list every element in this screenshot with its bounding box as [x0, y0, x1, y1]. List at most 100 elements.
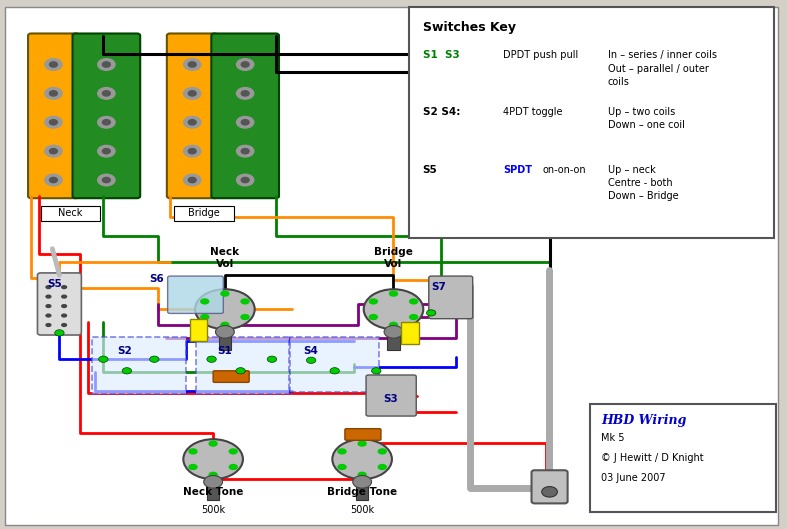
Circle shape	[237, 116, 253, 128]
Circle shape	[209, 441, 218, 447]
Text: S5: S5	[423, 165, 438, 175]
Text: S2 S4:: S2 S4:	[423, 107, 460, 116]
Circle shape	[409, 314, 419, 320]
FancyBboxPatch shape	[168, 276, 224, 314]
Circle shape	[46, 323, 52, 327]
Text: Bridge: Bridge	[188, 208, 220, 218]
Circle shape	[240, 298, 249, 305]
Circle shape	[237, 59, 253, 70]
Circle shape	[102, 177, 110, 183]
Circle shape	[220, 322, 230, 328]
FancyBboxPatch shape	[207, 479, 220, 500]
Text: Neck Tone: Neck Tone	[183, 487, 243, 497]
Circle shape	[45, 88, 62, 99]
Circle shape	[61, 285, 67, 289]
FancyBboxPatch shape	[41, 206, 100, 221]
Circle shape	[209, 472, 218, 478]
Circle shape	[384, 325, 403, 338]
Circle shape	[188, 149, 196, 154]
Circle shape	[122, 368, 131, 374]
Circle shape	[50, 62, 57, 67]
Circle shape	[50, 177, 57, 183]
Circle shape	[46, 285, 52, 289]
Circle shape	[242, 91, 249, 96]
Circle shape	[98, 174, 115, 186]
Circle shape	[61, 304, 67, 308]
Text: S1  S3: S1 S3	[423, 50, 460, 60]
Circle shape	[378, 448, 387, 454]
Circle shape	[46, 304, 52, 308]
Text: S7: S7	[431, 282, 446, 292]
Circle shape	[368, 298, 378, 305]
Circle shape	[378, 464, 387, 470]
FancyBboxPatch shape	[387, 329, 400, 350]
Circle shape	[237, 145, 253, 157]
Circle shape	[242, 149, 249, 154]
Text: S1: S1	[217, 346, 232, 357]
Circle shape	[357, 472, 367, 478]
Circle shape	[330, 368, 339, 374]
Circle shape	[236, 368, 246, 374]
FancyBboxPatch shape	[356, 479, 368, 500]
Text: 4PDT toggle: 4PDT toggle	[504, 107, 563, 116]
Circle shape	[46, 314, 52, 317]
Text: Switches Key: Switches Key	[423, 21, 515, 34]
FancyBboxPatch shape	[92, 337, 186, 395]
Circle shape	[98, 356, 108, 362]
Text: Neck: Neck	[58, 208, 83, 218]
FancyBboxPatch shape	[409, 7, 774, 238]
Text: SPDT: SPDT	[504, 165, 532, 175]
FancyBboxPatch shape	[72, 33, 140, 198]
Circle shape	[188, 177, 196, 183]
Circle shape	[332, 439, 392, 479]
Circle shape	[45, 145, 62, 157]
FancyBboxPatch shape	[196, 337, 289, 395]
Circle shape	[228, 464, 238, 470]
Text: © J Hewitt / D Knight: © J Hewitt / D Knight	[601, 453, 704, 463]
Circle shape	[50, 149, 57, 154]
Circle shape	[183, 174, 201, 186]
Text: In – series / inner coils
Out – parallel / outer
coils: In – series / inner coils Out – parallel…	[608, 50, 717, 87]
Circle shape	[188, 120, 196, 125]
Circle shape	[216, 325, 235, 338]
FancyBboxPatch shape	[401, 322, 419, 344]
Circle shape	[242, 120, 249, 125]
Circle shape	[200, 298, 209, 305]
Circle shape	[427, 310, 436, 316]
Circle shape	[237, 88, 253, 99]
Circle shape	[183, 116, 201, 128]
Circle shape	[371, 368, 381, 374]
Text: 500k: 500k	[201, 505, 225, 515]
Text: HBD Wiring: HBD Wiring	[601, 414, 687, 427]
Circle shape	[50, 91, 57, 96]
FancyBboxPatch shape	[38, 273, 81, 335]
FancyBboxPatch shape	[589, 404, 776, 512]
Circle shape	[61, 295, 67, 299]
Text: DPDT push pull: DPDT push pull	[504, 50, 578, 60]
Circle shape	[338, 464, 347, 470]
Circle shape	[242, 62, 249, 67]
Circle shape	[183, 145, 201, 157]
Text: on-on-on: on-on-on	[542, 165, 586, 175]
FancyBboxPatch shape	[531, 470, 567, 504]
Circle shape	[240, 314, 249, 320]
Circle shape	[364, 289, 423, 329]
Text: 03 June 2007: 03 June 2007	[601, 473, 666, 483]
FancyBboxPatch shape	[366, 375, 416, 416]
Circle shape	[188, 62, 196, 67]
Circle shape	[46, 295, 52, 299]
Circle shape	[102, 120, 110, 125]
Circle shape	[368, 314, 378, 320]
Circle shape	[389, 290, 398, 297]
Circle shape	[188, 91, 196, 96]
Circle shape	[61, 314, 67, 317]
Text: 500k: 500k	[350, 505, 374, 515]
FancyBboxPatch shape	[429, 276, 473, 318]
Circle shape	[55, 330, 64, 336]
Circle shape	[200, 314, 209, 320]
FancyBboxPatch shape	[213, 371, 249, 382]
Text: S4: S4	[303, 346, 318, 357]
FancyBboxPatch shape	[167, 33, 217, 198]
Text: Mk 5: Mk 5	[601, 433, 625, 443]
FancyBboxPatch shape	[6, 7, 778, 525]
